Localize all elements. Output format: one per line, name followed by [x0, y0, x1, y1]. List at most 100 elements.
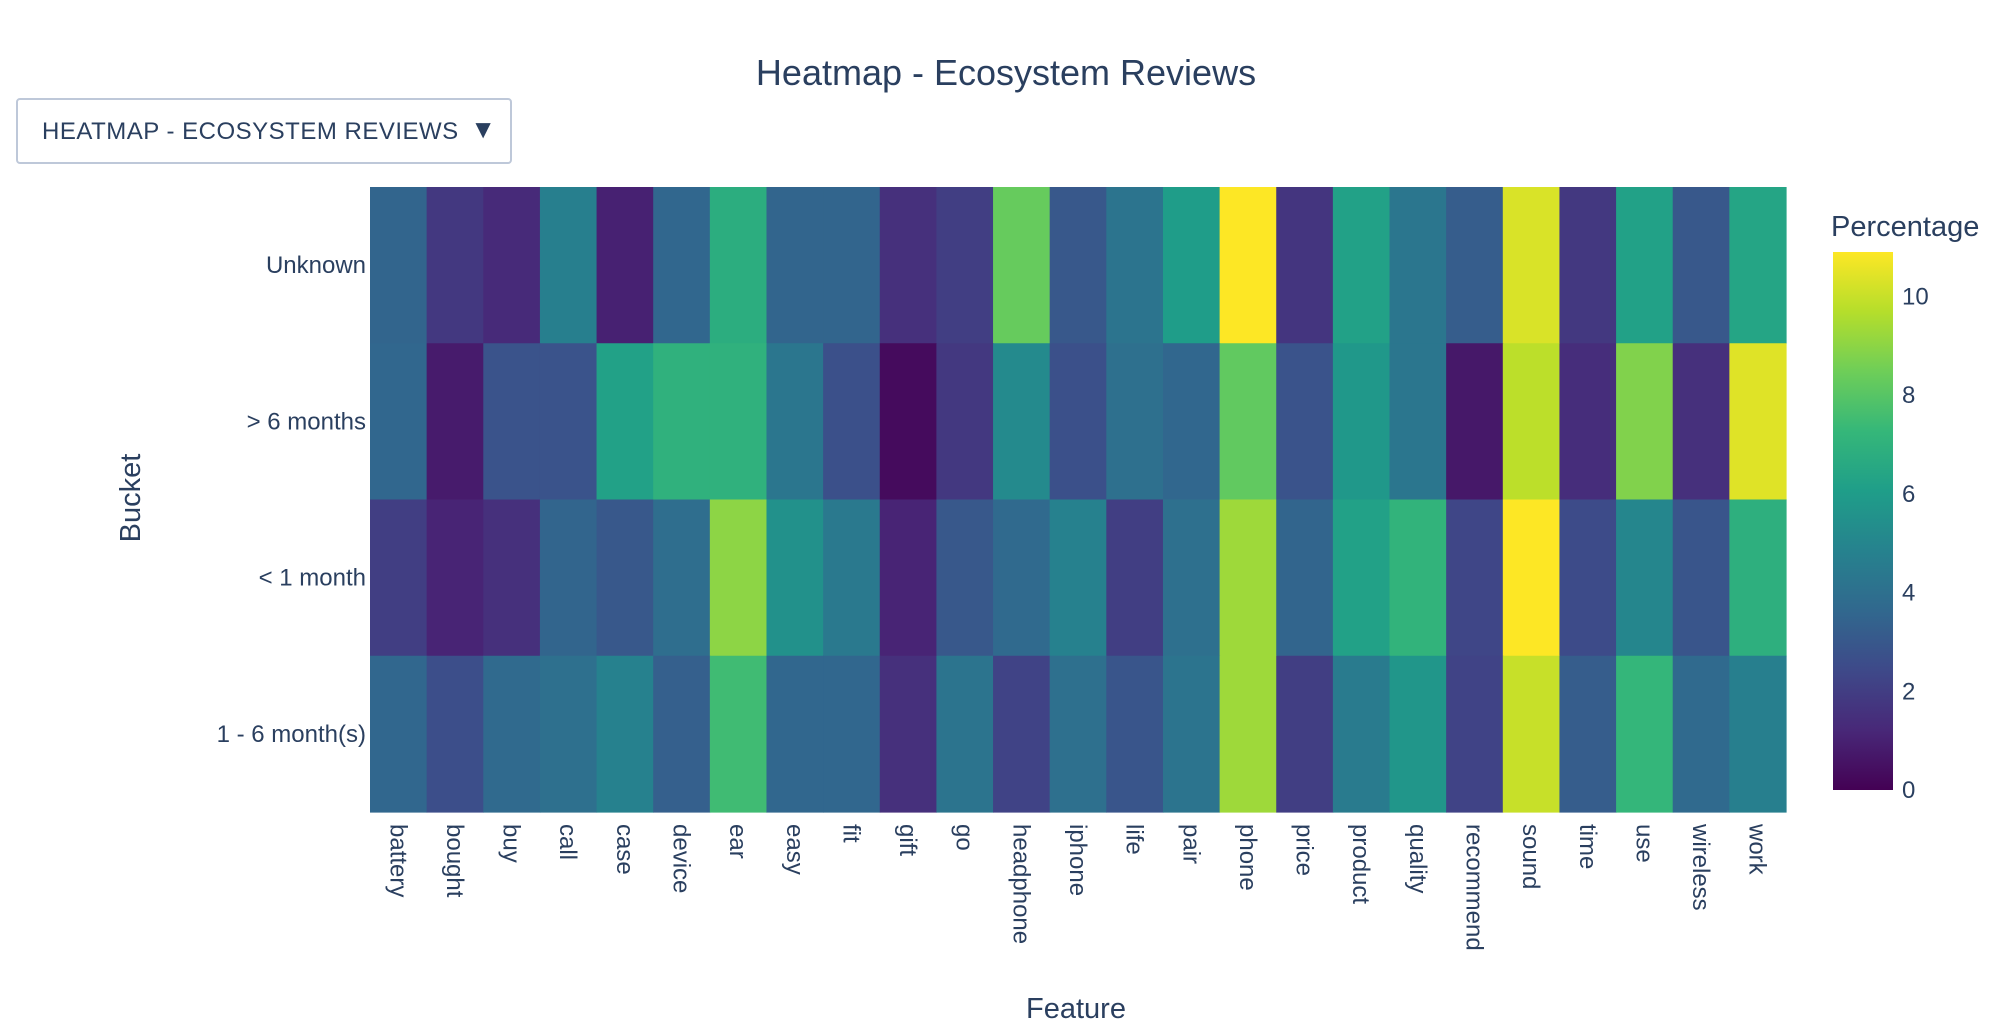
- heatmap-cell-1-6-month-s-product: [1333, 656, 1390, 813]
- x-axis-ticks: battery bought buy call case device ear easy fit…: [384, 823, 1770, 951]
- heatmap-cell-6-months-go: [936, 343, 993, 500]
- heatmap-cell-1-month-go: [936, 500, 993, 657]
- heatmap-cell-unknown-sound: [1503, 187, 1560, 344]
- heatmap-cell-1-month-product: [1333, 500, 1390, 657]
- heatmap-cell-unknown-phone: [1220, 187, 1277, 344]
- heatmap-cell-6-months-phone: [1220, 343, 1277, 500]
- heatmap-cell-1-6-month-s-fit: [823, 656, 880, 813]
- heatmap-cell-unknown-headphone: [993, 187, 1050, 344]
- heatmap-cell-1-month-work: [1729, 500, 1786, 657]
- heatmap-cell-6-months-pair: [1163, 343, 1220, 500]
- heatmap-cell-6-months-call: [540, 343, 597, 500]
- colorbar-gradient: [1833, 252, 1893, 790]
- heatmap-cell-unknown-go: [936, 187, 993, 344]
- x-tick-label: product: [1347, 824, 1374, 904]
- y-tick-label: < 1 month: [259, 565, 366, 592]
- heatmap-cell-6-months-easy: [766, 343, 823, 500]
- x-tick-label: gift: [894, 824, 921, 856]
- heatmap-cell-1-month-time: [1559, 500, 1616, 657]
- heatmap-cell-1-month-device: [653, 500, 710, 657]
- y-tick-label: Unknown: [266, 252, 366, 279]
- colorbar-title: Percentage: [1831, 211, 1979, 243]
- heatmap-cell-unknown-quality: [1390, 187, 1447, 344]
- heatmap-cell-1-month-call: [540, 500, 597, 657]
- heatmap-cell-6-months-recommend: [1446, 343, 1503, 500]
- heatmap-cell-unknown-life: [1106, 187, 1163, 344]
- heatmap-cell-1-6-month-s-price: [1276, 656, 1333, 813]
- heatmap-cell-6-months-fit: [823, 343, 880, 500]
- colorbar-tick-label: 4: [1902, 580, 1915, 607]
- heatmap-cell-1-month-battery: [370, 500, 427, 657]
- colorbar-tick-label: 10: [1902, 283, 1929, 310]
- x-tick-label: battery: [384, 824, 411, 897]
- x-tick-label: buy: [498, 824, 525, 863]
- x-tick-label: headphone: [1007, 824, 1034, 944]
- heatmap-cell-6-months-device: [653, 343, 710, 500]
- heatmap-cell-1-6-month-s-quality: [1390, 656, 1447, 813]
- heatmap-cell-unknown-wireless: [1673, 187, 1730, 344]
- heatmap-cell-1-6-month-s-life: [1106, 656, 1163, 813]
- heatmap-cell-unknown-call: [540, 187, 597, 344]
- heatmap-cell-6-months-sound: [1503, 343, 1560, 500]
- heatmap-cell-6-months-bought: [427, 343, 484, 500]
- heatmap-cell-6-months-wireless: [1673, 343, 1730, 500]
- y-tick-label: 1 - 6 month(s): [217, 721, 366, 748]
- heatmap-cell-1-6-month-s-sound: [1503, 656, 1560, 813]
- heatmap-cell-1-month-life: [1106, 500, 1163, 657]
- heatmap-cell-unknown-product: [1333, 187, 1390, 344]
- colorbar-ticks: 0 2 4 6 8 10: [1902, 283, 1929, 804]
- heatmap-cell-unknown-price: [1276, 187, 1333, 344]
- x-tick-label: device: [668, 824, 695, 893]
- heatmap-cell-6-months-product: [1333, 343, 1390, 500]
- heatmap-cell-1-6-month-s-pair: [1163, 656, 1220, 813]
- heatmap-cell-1-6-month-s-battery: [370, 656, 427, 813]
- heatmap-cell-1-6-month-s-use: [1616, 656, 1673, 813]
- x-tick-label: fit: [837, 824, 864, 843]
- x-tick-label: life: [1121, 824, 1148, 855]
- y-axis-title: Bucket: [115, 454, 147, 543]
- heatmap-cell-6-months-iphone: [1050, 343, 1107, 500]
- heatmap-cell-6-months-life: [1106, 343, 1163, 500]
- heatmap-cell-6-months-gift: [880, 343, 937, 500]
- heatmap-cell-1-6-month-s-buy: [483, 656, 540, 813]
- heatmap-cell-1-month-iphone: [1050, 500, 1107, 657]
- heatmap-cell-1-6-month-s-phone: [1220, 656, 1277, 813]
- heatmap-cell-1-6-month-s-work: [1729, 656, 1786, 813]
- heatmap-cell-1-6-month-s-gift: [880, 656, 937, 813]
- heatmap-cell-6-months-work: [1729, 343, 1786, 500]
- heatmap-cell-1-6-month-s-headphone: [993, 656, 1050, 813]
- heatmap-cell-unknown-gift: [880, 187, 937, 344]
- heatmap-cell-unknown-ear: [710, 187, 767, 344]
- heatmap-cell-1-6-month-s-easy: [766, 656, 823, 813]
- heatmap-cell-6-months-headphone: [993, 343, 1050, 500]
- x-tick-label: case: [611, 824, 638, 875]
- heatmap-cell-1-month-phone: [1220, 500, 1277, 657]
- x-tick-label: phone: [1234, 824, 1261, 891]
- x-tick-label: ear: [724, 824, 751, 859]
- heatmap-cell-1-6-month-s-device: [653, 656, 710, 813]
- heatmap-cell-1-month-pair: [1163, 500, 1220, 657]
- x-tick-label: quality: [1404, 824, 1431, 893]
- x-tick-label: sound: [1517, 824, 1544, 889]
- heatmap-cell-unknown-pair: [1163, 187, 1220, 344]
- heatmap-cell-1-6-month-s-wireless: [1673, 656, 1730, 813]
- heatmap-cell-6-months-case: [597, 343, 654, 500]
- heatmap-cell-1-month-use: [1616, 500, 1673, 657]
- heatmap-cell-1-6-month-s-call: [540, 656, 597, 813]
- heatmap-cell-1-month-sound: [1503, 500, 1560, 657]
- heatmap-cell-1-6-month-s-iphone: [1050, 656, 1107, 813]
- x-tick-label: wireless: [1687, 823, 1714, 911]
- x-tick-label: easy: [781, 824, 808, 875]
- heatmap-cell-1-month-price: [1276, 500, 1333, 657]
- heatmap-cell-unknown-fit: [823, 187, 880, 344]
- heatmap-cell-6-months-time: [1559, 343, 1616, 500]
- heatmap-cell-1-month-easy: [766, 500, 823, 657]
- heatmap-cell-6-months-quality: [1390, 343, 1447, 500]
- x-axis-title: Feature: [1026, 993, 1126, 1025]
- x-tick-label: recommend: [1461, 824, 1488, 951]
- x-tick-label: bought: [441, 824, 468, 898]
- heatmap-cell-1-month-bought: [427, 500, 484, 657]
- heatmap-cell-6-months-battery: [370, 343, 427, 500]
- heatmap-cell-1-month-fit: [823, 500, 880, 657]
- x-tick-label: iphone: [1064, 824, 1091, 896]
